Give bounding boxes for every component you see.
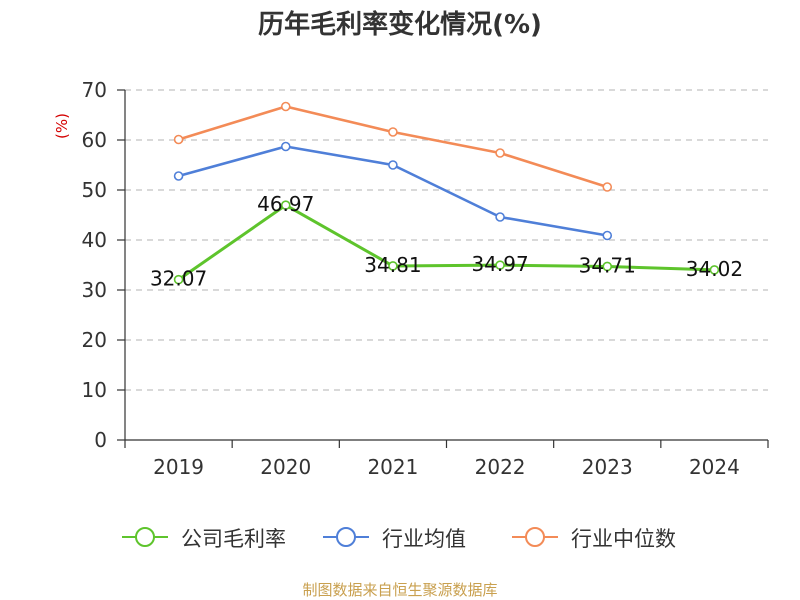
legend: 公司毛利率 行业均值 行业中位数 [122, 527, 676, 551]
data-point-industry-average-2022 [495, 212, 505, 222]
chart-title: 历年毛利率变化情况(%) [258, 9, 542, 40]
legend-item-industry-median[interactable]: 行业中位数 [512, 527, 676, 551]
data-label-company-gross-margin-2020: 46.97 [257, 192, 314, 216]
x-tick-label: 2023 [582, 455, 633, 479]
data-point-industry-median-2020 [280, 101, 291, 112]
legend-item-company-gross-margin[interactable]: 公司毛利率 [122, 527, 286, 551]
y-tick-label: 70 [82, 78, 107, 102]
data-point-industry-median-2021 [388, 127, 398, 137]
x-tick-label: 2020 [260, 455, 311, 479]
data-point-industry-average-2021 [388, 160, 398, 170]
legend-label: 行业中位数 [571, 527, 676, 551]
data-point-industry-median-2022 [495, 148, 505, 158]
data-label-company-gross-margin-2019: 32.07 [150, 267, 207, 291]
data-point-company-gross-margin-2024 [709, 265, 720, 275]
x-tick-label: 2022 [475, 455, 526, 479]
data-label-company-gross-margin-2023: 34.71 [579, 253, 636, 277]
y-tick-label: 0 [94, 428, 107, 452]
legend-label: 行业均值 [382, 527, 466, 551]
data-point-company-gross-margin-2020 [280, 200, 291, 210]
y-tick-label: 50 [82, 178, 107, 202]
gridlines [125, 89, 768, 391]
series-line-industry-median [177, 105, 609, 189]
data-point-industry-median-2019 [173, 134, 184, 145]
data-point-company-gross-margin-2022 [495, 260, 505, 270]
y-tick-label: 20 [82, 328, 107, 352]
x-tick-label: 2021 [367, 455, 418, 479]
data-point-industry-average-2019 [173, 171, 184, 181]
legend-marker-icon [525, 527, 545, 547]
y-axis-label: (%) [53, 113, 71, 139]
data-point-industry-median-2023 [602, 182, 613, 192]
axes: 0 10 20 30 40 50 60 70 2019 2020 2021 2022 2023 2024 [82, 78, 769, 479]
y-tick-label: 40 [82, 228, 107, 252]
y-tick-label: 30 [82, 278, 107, 302]
data-label-company-gross-margin-2022: 34.97 [471, 252, 528, 276]
data-point-industry-average-2023 [602, 230, 613, 241]
data-point-industry-average-2020 [280, 141, 291, 152]
x-tick-label: 2019 [153, 455, 204, 479]
series-line-industry-average [177, 145, 609, 237]
series-line-company-gross-margin [177, 203, 716, 282]
legend-label: 公司毛利率 [181, 527, 286, 551]
data-label-company-gross-margin-2024: 34.02 [686, 257, 743, 281]
data-labels: 32.07 46.97 34.81 34.97 34.71 34.02 [150, 192, 743, 291]
y-tick-label: 60 [82, 128, 107, 152]
plot-series [173, 101, 720, 285]
data-point-company-gross-margin-2023 [602, 261, 613, 272]
legend-marker-icon [135, 527, 155, 547]
legend-marker-icon [336, 527, 356, 547]
legend-item-industry-average[interactable]: 行业均值 [323, 527, 466, 551]
x-tick-label: 2024 [689, 455, 740, 479]
y-tick-label: 10 [82, 378, 107, 402]
data-point-company-gross-margin-2019 [173, 274, 184, 285]
source-note: 制图数据来自恒生聚源数据库 [302, 581, 497, 599]
data-point-company-gross-margin-2021 [388, 261, 398, 271]
data-label-company-gross-margin-2021: 34.81 [364, 253, 421, 277]
